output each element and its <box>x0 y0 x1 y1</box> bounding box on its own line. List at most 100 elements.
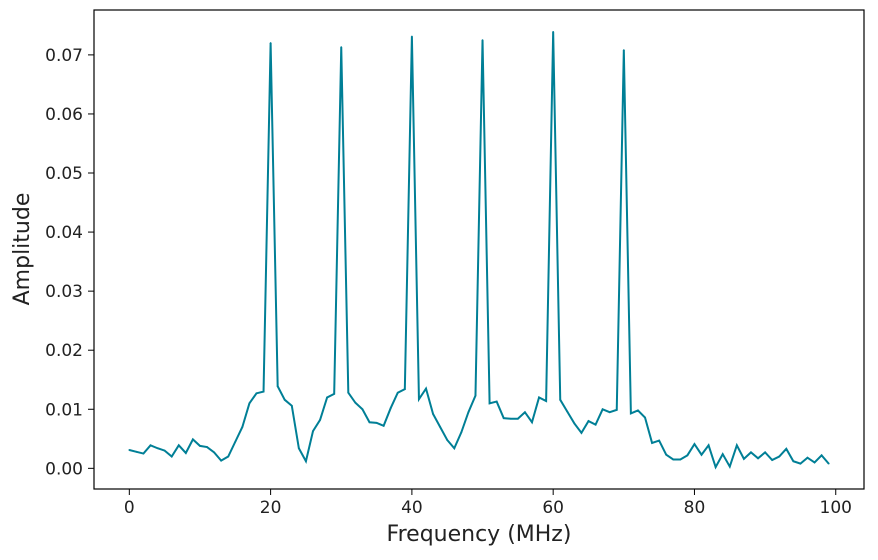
series-point <box>721 453 724 456</box>
series-point <box>262 390 265 393</box>
series-point <box>566 410 569 413</box>
series-point <box>629 412 632 415</box>
amplitude-series-line <box>129 31 830 470</box>
series-point <box>283 398 286 401</box>
series-point <box>700 453 703 456</box>
series-point <box>743 457 745 460</box>
series-point <box>290 404 293 407</box>
series-point <box>220 459 223 462</box>
series-point <box>446 439 449 441</box>
series-point <box>827 462 830 465</box>
series-point <box>206 446 208 448</box>
series-point <box>269 42 272 44</box>
series-point <box>319 419 321 421</box>
series-point <box>255 392 258 395</box>
series-point <box>410 35 413 38</box>
y-tick-label: 0.06 <box>45 105 83 125</box>
series-point <box>460 431 463 434</box>
series-point <box>792 460 795 463</box>
series-point <box>608 411 611 414</box>
series-point <box>658 439 661 442</box>
series-point <box>757 457 759 460</box>
series-point <box>213 451 215 454</box>
series-point <box>142 452 145 455</box>
series-point <box>432 413 434 415</box>
series-point <box>644 416 646 419</box>
series-point <box>594 423 597 426</box>
series-point <box>516 417 519 420</box>
series-point <box>312 430 314 433</box>
series-point <box>622 49 625 52</box>
series-point <box>389 407 392 409</box>
series-point <box>573 422 576 425</box>
series-point <box>495 400 498 403</box>
series-point <box>248 402 251 405</box>
series-point <box>531 421 533 424</box>
series-point <box>241 426 244 428</box>
series-point <box>778 455 781 458</box>
series-point <box>693 443 696 446</box>
series-point <box>425 387 427 390</box>
y-tick-label: 0.07 <box>45 46 83 66</box>
series-point <box>813 461 816 464</box>
series-point <box>785 447 788 450</box>
series-point <box>538 396 540 399</box>
series-points <box>128 30 830 469</box>
series-point <box>439 426 442 428</box>
series-point <box>234 440 237 443</box>
series-point <box>163 449 166 452</box>
x-axis-title: Frequency (MHz) <box>387 522 572 547</box>
series-point <box>297 447 300 450</box>
series-point <box>771 459 774 461</box>
series-point <box>128 449 131 451</box>
series-point <box>799 462 802 465</box>
x-tick-label: 20 <box>260 498 282 518</box>
series-point <box>601 408 604 411</box>
series-point <box>672 458 675 461</box>
series-point <box>326 396 329 399</box>
x-tick-label: 0 <box>124 498 135 518</box>
series-point <box>488 402 491 405</box>
series-point <box>192 438 194 441</box>
x-tick-label: 100 <box>820 498 852 518</box>
series-point <box>305 460 307 463</box>
x-tick-label: 60 <box>542 498 564 518</box>
series-point <box>156 447 159 450</box>
y-axis-title: Amplitude <box>10 193 35 306</box>
series-point <box>340 46 343 49</box>
y-tick-label: 0.02 <box>45 341 83 361</box>
y-tick-label: 0.01 <box>45 400 83 420</box>
series-point <box>354 401 357 404</box>
series-point <box>686 454 689 457</box>
series-point <box>227 455 230 458</box>
series-point <box>820 454 823 457</box>
y-tick-label: 0.04 <box>45 223 83 243</box>
series-point <box>615 408 618 411</box>
series-point <box>524 411 526 414</box>
series-point <box>418 398 420 401</box>
series-point <box>276 385 279 388</box>
series-point <box>651 442 653 444</box>
series-point <box>502 417 505 420</box>
series-point <box>474 394 477 397</box>
x-tick-label: 40 <box>401 498 423 518</box>
series-point <box>135 450 138 453</box>
y-axis: 0.00 0.01 0.02 0.03 0.04 0.05 0.06 0.07 <box>45 46 94 479</box>
series-point <box>552 30 555 33</box>
series-point <box>481 39 484 42</box>
series-point <box>707 444 710 447</box>
y-tick-label: 0.03 <box>45 282 83 302</box>
series-point <box>750 451 752 454</box>
series-point <box>184 452 187 454</box>
series-point <box>368 421 371 424</box>
series-point <box>382 424 385 427</box>
plot-frame <box>93 9 865 490</box>
series-point <box>170 455 173 458</box>
series-point <box>199 444 201 447</box>
series-point <box>665 453 668 456</box>
series-point <box>403 388 406 391</box>
series-point <box>545 400 548 402</box>
series-point <box>559 398 562 401</box>
series-point <box>361 408 364 411</box>
